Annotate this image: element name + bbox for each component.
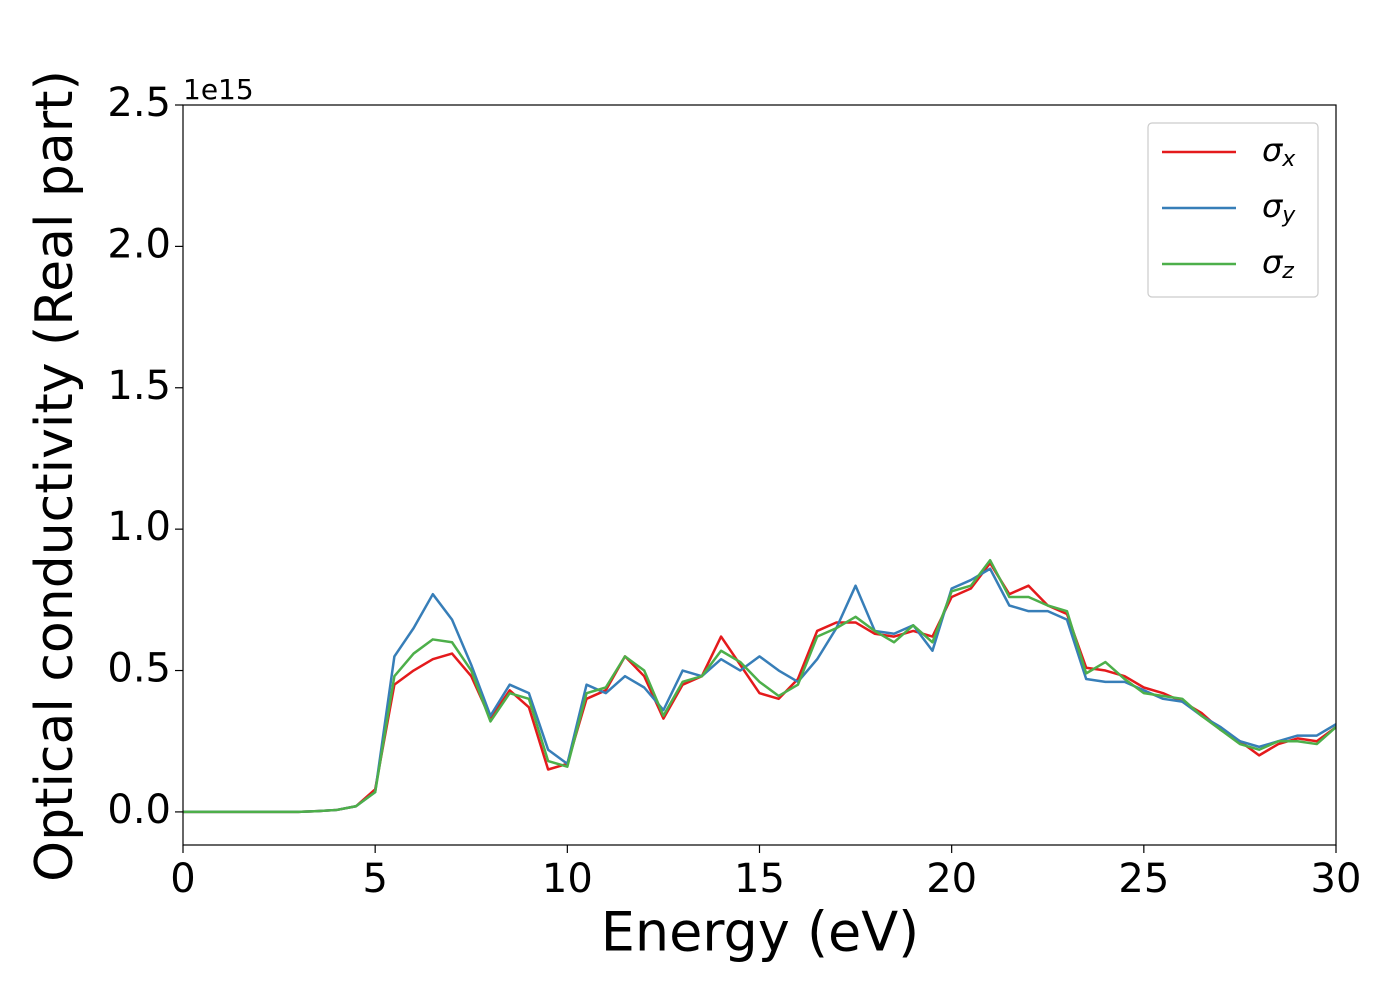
legend-label: σy — [1262, 187, 1296, 228]
x-tick-label: 10 — [542, 856, 593, 902]
y-tick-label: 2.5 — [107, 80, 171, 126]
y-tick-label: 1.0 — [107, 504, 171, 550]
x-tick-label: 5 — [362, 856, 387, 902]
y-tick-label: 0.5 — [107, 646, 171, 692]
y-axis-label: Optical conductivity (Real part) — [25, 70, 85, 882]
legend-label: σz — [1262, 243, 1294, 284]
legend-label: σx — [1262, 131, 1296, 172]
y-offset-label: 1e15 — [183, 73, 254, 106]
plot-frame — [182, 104, 1337, 846]
x-tick-label: 30 — [1311, 856, 1362, 902]
y-tick-label: 2.0 — [107, 221, 171, 267]
series-line — [183, 559, 1336, 814]
x-tick-label: 15 — [734, 856, 785, 902]
x-tick-label: 25 — [1118, 856, 1169, 902]
x-tick-label: 0 — [170, 856, 195, 902]
y-tick-label: 0.0 — [107, 787, 171, 833]
legend-box — [1147, 122, 1319, 298]
x-axis-label: Energy (eV) — [601, 901, 920, 964]
series-line — [183, 561, 1336, 814]
series-line — [183, 567, 1336, 814]
y-tick-label: 1.5 — [107, 363, 171, 409]
x-tick-label: 20 — [926, 856, 977, 902]
